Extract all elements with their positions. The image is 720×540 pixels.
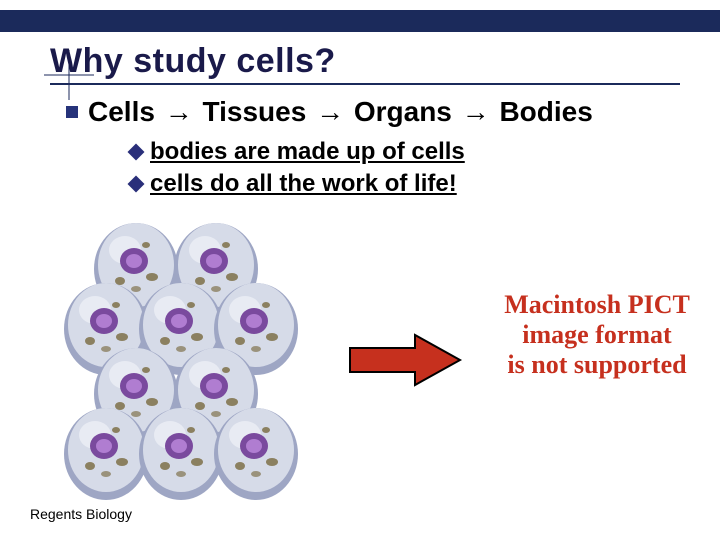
arrow-icon: → <box>314 96 346 127</box>
pict-error-text: Macintosh PICT image format is not suppo… <box>482 290 712 380</box>
pict-line: is not supported <box>482 350 712 380</box>
red-arrow-icon <box>345 330 465 390</box>
pict-line: image format <box>482 320 712 350</box>
title-block: Why study cells? <box>50 42 670 85</box>
hierarchy-item: Bodies <box>499 96 592 127</box>
footer-text: Regents Biology <box>30 506 132 522</box>
hierarchy-row: Cells → Tissues → Organs → Bodies <box>66 96 593 128</box>
sub-bullet-list: bodies are made up of cells cells do all… <box>130 138 465 202</box>
hierarchy-item: Cells <box>88 96 155 127</box>
list-item: bodies are made up of cells <box>130 138 465 166</box>
diamond-bullet-icon <box>128 144 145 161</box>
cell-graphic <box>210 400 302 502</box>
sub-point-text: cells do all the work of life! <box>150 170 457 198</box>
diamond-bullet-icon <box>128 176 145 193</box>
cell-cluster-graphic <box>60 215 320 495</box>
hierarchy-text: Cells → Tissues → Organs → Bodies <box>88 96 593 128</box>
square-bullet-icon <box>66 106 78 118</box>
title-underline <box>50 83 680 85</box>
hierarchy-item: Tissues <box>203 96 307 127</box>
page-title: Why study cells? <box>50 42 670 81</box>
arrow-icon: → <box>163 96 195 127</box>
sub-point-text: bodies are made up of cells <box>150 138 465 166</box>
arrow-icon: → <box>460 96 492 127</box>
header-bar <box>0 10 720 32</box>
hierarchy-item: Organs <box>354 96 452 127</box>
pict-line: Macintosh PICT <box>482 290 712 320</box>
list-item: cells do all the work of life! <box>130 170 465 198</box>
